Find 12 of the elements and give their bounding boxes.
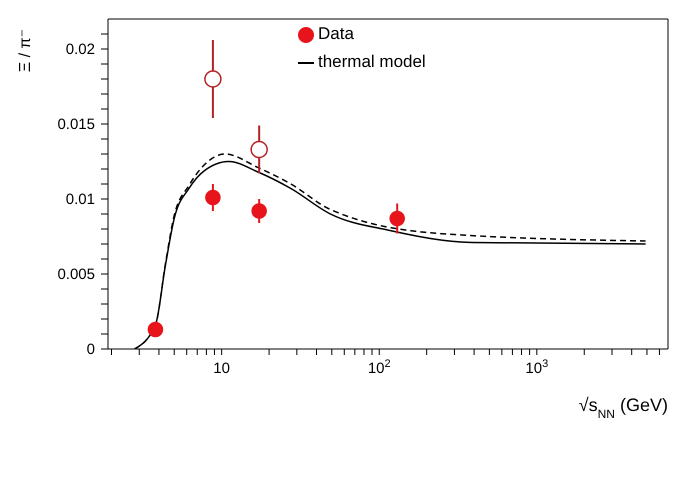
x-tick-label: 10 bbox=[213, 360, 230, 377]
y-tick-label: 0.02 bbox=[66, 41, 95, 58]
x-tick-label: 10$^{3}$ bbox=[525, 358, 548, 377]
y-tick-label: 0.015 bbox=[57, 116, 95, 133]
x-tick-label: 10$^{2}$ bbox=[368, 358, 391, 377]
y-tick-label: 0 bbox=[86, 341, 95, 358]
y-axis-title: Ξ / π⁻ bbox=[17, 29, 34, 72]
legend-label: thermal model bbox=[318, 52, 426, 71]
legend-label: Data bbox=[318, 24, 354, 43]
y-tick-label: 0.01 bbox=[66, 191, 95, 208]
x-axis-title: √s$_{NN}$ (GeV) bbox=[578, 395, 668, 421]
y-tick-label: 0.005 bbox=[57, 266, 95, 283]
